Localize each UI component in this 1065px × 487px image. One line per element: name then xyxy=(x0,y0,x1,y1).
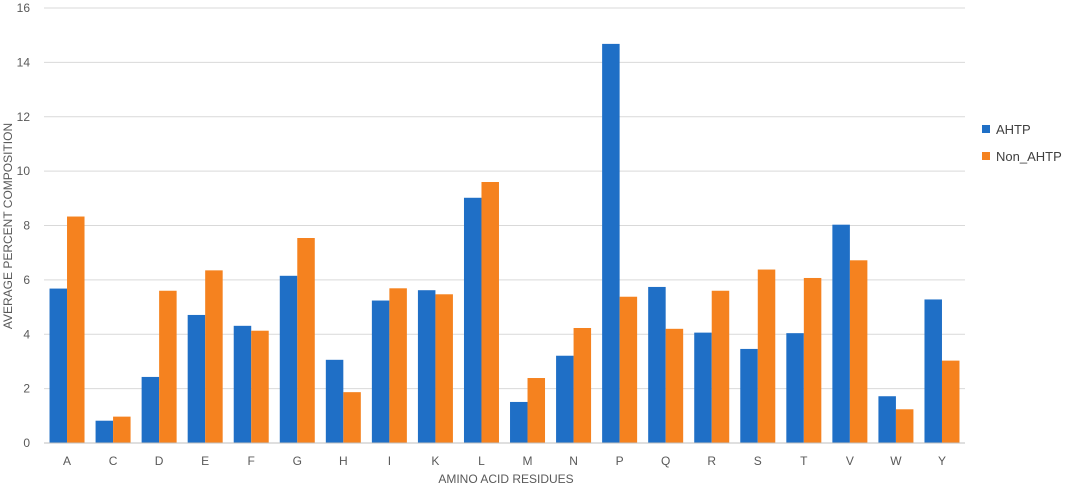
bar-non-ahtp-r xyxy=(711,290,730,443)
x-tick-label: P xyxy=(616,454,624,468)
bar-ahtp-e xyxy=(187,314,206,443)
x-tick-label: T xyxy=(800,454,808,468)
x-tick-label: N xyxy=(569,454,578,468)
x-tick-label: V xyxy=(846,454,854,468)
bar-non-ahtp-h xyxy=(343,392,361,443)
legend-label: Non_AHTP xyxy=(996,149,1062,164)
x-tick-label: G xyxy=(293,454,302,468)
legend-label: AHTP xyxy=(996,122,1031,137)
bar-ahtp-c xyxy=(95,420,114,443)
bar-ahtp-y xyxy=(924,299,942,443)
bar-ahtp-w xyxy=(878,396,896,443)
bar-non-ahtp-k xyxy=(435,294,453,443)
y-tick-label: 2 xyxy=(23,382,30,396)
y-axis-title: AVERAGE PERCENT COMPOSITION xyxy=(1,123,15,329)
gridlines xyxy=(44,7,965,390)
legend-swatch xyxy=(982,152,990,160)
bar-non-ahtp-p xyxy=(619,296,638,443)
bar-ahtp-n xyxy=(556,355,574,443)
bar-non-ahtp-s xyxy=(757,269,776,443)
bar-non-ahtp-d xyxy=(159,290,177,443)
x-axis-title: AMINO ACID RESIDUES xyxy=(438,472,573,486)
bar-ahtp-r xyxy=(694,332,712,443)
bar-non-ahtp-i xyxy=(389,288,407,443)
legend: AHTP Non_AHTP xyxy=(982,122,1062,164)
bar-ahtp-m xyxy=(510,401,528,443)
bar-non-ahtp-g xyxy=(297,238,315,443)
y-tick-label: 4 xyxy=(23,327,30,341)
x-tick-label: E xyxy=(201,454,209,468)
y-tick-labels: 0 2 4 6 8 10 12 14 16 xyxy=(17,1,31,450)
x-tick-label: D xyxy=(155,454,164,468)
bar-ahtp-i xyxy=(371,300,390,443)
bar-non-ahtp-q xyxy=(665,328,684,443)
bar-non-ahtp-e xyxy=(205,270,223,443)
legend-swatch xyxy=(982,125,990,133)
bar-non-ahtp-c xyxy=(113,416,131,443)
bars xyxy=(49,43,960,443)
y-tick-label: 0 xyxy=(23,436,30,450)
bar-non-ahtp-n xyxy=(573,327,592,443)
bar-non-ahtp-l xyxy=(481,182,499,443)
bar-ahtp-g xyxy=(279,275,298,443)
bar-non-ahtp-f xyxy=(251,330,269,443)
x-tick-label: H xyxy=(339,454,348,468)
x-tick-label: C xyxy=(109,454,118,468)
y-tick-label: 8 xyxy=(23,219,30,233)
bar-ahtp-t xyxy=(786,333,804,443)
x-tick-label: K xyxy=(431,454,439,468)
bar-ahtp-d xyxy=(141,376,160,443)
y-tick-label: 6 xyxy=(23,273,30,287)
bar-ahtp-l xyxy=(463,197,482,443)
bar-ahtp-v xyxy=(832,224,850,443)
y-tick-label: 12 xyxy=(17,110,31,124)
x-tick-label: S xyxy=(754,454,762,468)
x-tick-label: W xyxy=(890,454,902,468)
x-tick-label: Y xyxy=(938,454,946,468)
x-tick-label: R xyxy=(707,454,716,468)
x-tick-label: M xyxy=(523,454,533,468)
x-tick-label: Q xyxy=(661,454,670,468)
bar-ahtp-h xyxy=(325,359,344,443)
y-tick-label: 14 xyxy=(17,55,31,69)
bar-non-ahtp-t xyxy=(803,277,822,443)
bar-ahtp-a xyxy=(49,288,68,443)
bar-ahtp-p xyxy=(602,43,620,443)
bar-ahtp-s xyxy=(740,348,758,443)
bar-non-ahtp-y xyxy=(941,360,960,443)
bar-ahtp-k xyxy=(417,290,436,443)
x-tick-label: F xyxy=(248,454,255,468)
bar-ahtp-q xyxy=(648,286,666,443)
bar-non-ahtp-v xyxy=(849,260,868,443)
bar-ahtp-f xyxy=(233,325,252,443)
bar-non-ahtp-m xyxy=(527,378,546,443)
x-tick-label: A xyxy=(63,454,71,468)
y-tick-label: 10 xyxy=(17,164,31,178)
x-tick-label: I xyxy=(388,454,391,468)
bar-non-ahtp-a xyxy=(67,216,85,443)
y-tick-label: 16 xyxy=(17,1,31,15)
x-tick-label: L xyxy=(478,454,485,468)
bar-non-ahtp-w xyxy=(895,409,914,443)
